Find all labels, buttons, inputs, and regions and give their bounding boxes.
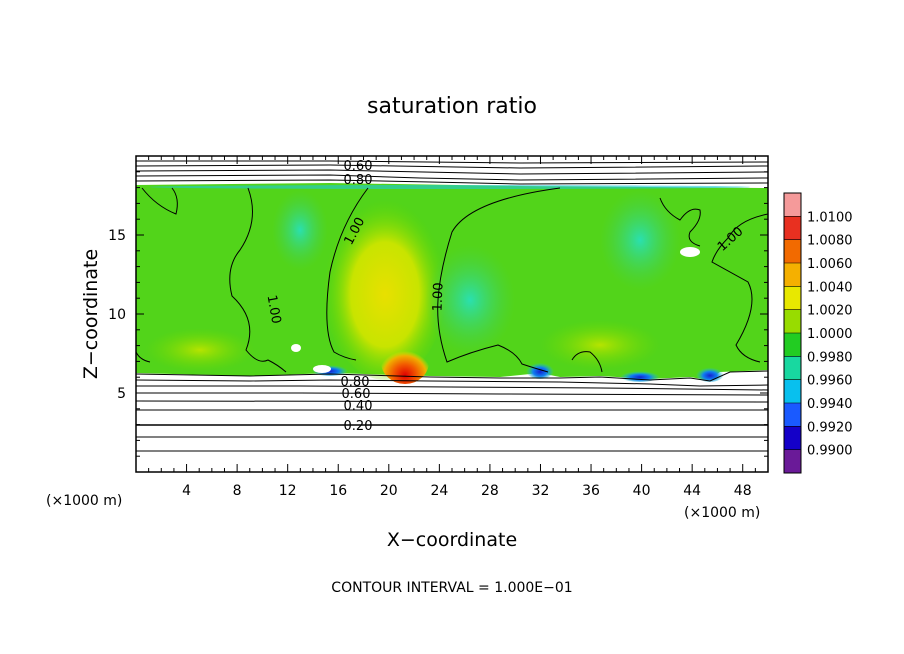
white-gap-2 xyxy=(291,344,301,352)
colorbar xyxy=(783,192,802,474)
y-tick-label: 5 xyxy=(117,386,126,402)
colorbar-swatch xyxy=(784,426,801,450)
contour-label: 1.00 xyxy=(431,282,447,311)
x-tick-label: 8 xyxy=(233,483,242,499)
cyan-patch-1 xyxy=(425,245,515,355)
contour-label: 0.80 xyxy=(341,375,370,390)
colorbar-swatch xyxy=(784,449,801,473)
colorbar-swatch xyxy=(784,193,801,217)
contour-label: 0.40 xyxy=(344,399,373,414)
colorbar-label: 1.0080 xyxy=(807,234,853,249)
field-anomalies xyxy=(145,185,750,384)
colorbar-label: 1.0040 xyxy=(807,280,853,295)
cyan-patch-2 xyxy=(272,190,328,270)
colorbar-swatch xyxy=(784,333,801,357)
colorbar-swatch xyxy=(784,356,801,380)
contour-label: 1.00 xyxy=(264,294,284,325)
cyan-patch-3 xyxy=(600,190,680,290)
x-unit-label: (×1000 m) xyxy=(684,505,760,521)
colorbar-label: 1.0000 xyxy=(807,327,853,342)
x-tick-label: 4 xyxy=(182,483,191,499)
x-tick-label: 20 xyxy=(380,483,398,499)
y-tick-labels: 5 10 15 xyxy=(108,228,126,402)
x-tick-label: 12 xyxy=(279,483,297,499)
colorbar-swatch xyxy=(784,286,801,310)
contour-label: 0.80 xyxy=(344,173,373,188)
colorbar-swatch xyxy=(784,263,801,287)
white-gap-1 xyxy=(680,247,700,257)
unit-contours xyxy=(135,187,769,373)
colorbar-label: 1.0100 xyxy=(807,210,853,225)
colorbar-swatch xyxy=(784,403,801,427)
contour-label: 0.20 xyxy=(344,419,373,434)
light-patch-left xyxy=(145,328,255,372)
colorbar-swatch xyxy=(784,309,801,333)
colorbar-label: 0.9960 xyxy=(807,374,853,389)
colorbar-label: 0.9940 xyxy=(807,397,853,412)
x-tick-label: 24 xyxy=(430,483,448,499)
x-tick-label: 40 xyxy=(633,483,651,499)
colorbar-label: 0.9900 xyxy=(807,444,853,459)
x-tick-label: 32 xyxy=(532,483,550,499)
axis-ticks xyxy=(136,156,768,472)
colorbar-label: 0.9920 xyxy=(807,420,853,435)
contour-interval-note: CONTOUR INTERVAL = 1.000E−01 xyxy=(331,580,572,596)
plot-area: 0.60 0.80 1.00 1.00 1.00 1.00 0.80 0.60 … xyxy=(135,155,769,473)
y-tick-label: 10 xyxy=(108,307,126,323)
colorbar-labels: 1.0100 1.0080 1.0060 1.0040 1.0020 1.0000 0.99… xyxy=(807,210,853,458)
colorbar-label: 0.9980 xyxy=(807,350,853,365)
y-axis-label: Z−coordinate xyxy=(80,249,102,379)
colorbar-label: 1.0060 xyxy=(807,257,853,272)
x-tick-label: 44 xyxy=(683,483,701,499)
colorbar-label: 1.0020 xyxy=(807,304,853,319)
colorbar-swatch xyxy=(784,216,801,240)
contour-label: 0.60 xyxy=(342,387,371,402)
x-tick-label: 48 xyxy=(734,483,752,499)
colorbar-swatch xyxy=(784,379,801,403)
lower-contours xyxy=(135,370,769,452)
x-tick-label: 16 xyxy=(329,483,347,499)
x-tick-labels: 4 8 12 16 20 24 28 32 36 40 44 48 xyxy=(182,483,752,499)
contour-label: 0.60 xyxy=(344,159,373,174)
z-unit-label: (×1000 m) xyxy=(46,493,122,509)
chart-title: saturation ratio xyxy=(367,94,537,119)
hot-spot xyxy=(381,340,429,384)
x-axis-label: X−coordinate xyxy=(387,529,517,551)
upper-contours xyxy=(135,160,769,185)
white-gap-3 xyxy=(313,365,331,373)
light-patch-right xyxy=(540,320,660,370)
y-tick-label: 15 xyxy=(108,228,126,244)
blue-strip-top xyxy=(150,185,750,189)
x-tick-label: 36 xyxy=(582,483,600,499)
moist-plume xyxy=(323,190,447,380)
colorbar-swatch xyxy=(784,239,801,263)
x-tick-label: 28 xyxy=(481,483,499,499)
